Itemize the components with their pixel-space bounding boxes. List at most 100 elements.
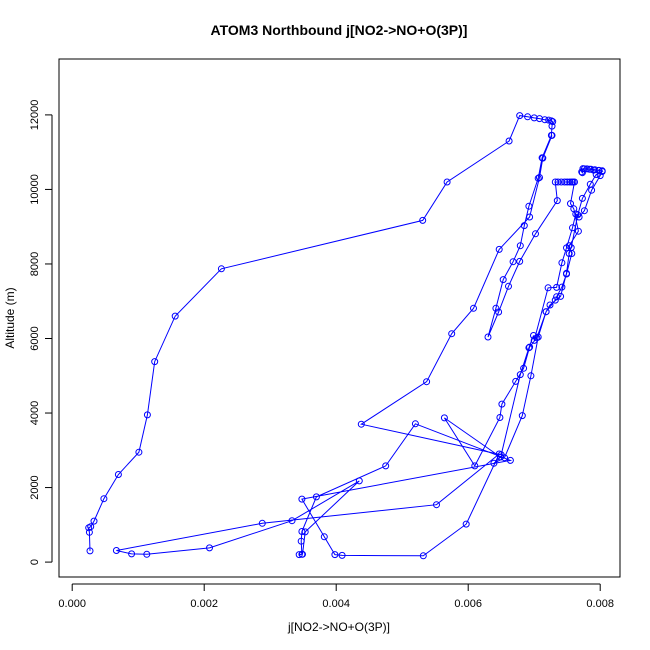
data-point [566, 178, 574, 186]
data-point [590, 166, 598, 174]
data-point [532, 230, 539, 238]
data-point [578, 169, 586, 177]
data-point [596, 172, 604, 180]
data-point [578, 194, 586, 202]
data-point [518, 412, 526, 420]
data-point [471, 462, 479, 470]
data-point [563, 244, 570, 252]
data-point [462, 520, 470, 528]
data-point [527, 372, 535, 380]
data-point [520, 364, 528, 372]
data-point [423, 378, 431, 386]
data-point [506, 456, 514, 464]
data-point [536, 115, 543, 123]
data-point [419, 216, 427, 224]
data-point [542, 308, 550, 316]
data-point [565, 250, 573, 257]
data-point [561, 178, 569, 186]
data-point [553, 197, 561, 205]
data-point [524, 113, 532, 121]
x-tick-label: 0.008 [586, 598, 614, 610]
data-point [553, 283, 561, 291]
data-point [505, 282, 512, 290]
x-axis: 0.000 0.002 0.004 0.006 0.008 [58, 583, 614, 610]
data-point [206, 544, 213, 552]
data-point [498, 400, 506, 408]
data-point [516, 242, 524, 250]
data-point [526, 213, 534, 221]
x-tick-label: 0.000 [58, 598, 86, 610]
data-point [495, 308, 503, 316]
data-point [574, 227, 582, 235]
y-tick-label: 6000 [29, 326, 41, 350]
data-point [530, 332, 537, 339]
data-point [258, 519, 266, 527]
data-point [580, 165, 588, 173]
y-axis-label: Altitude (m) [3, 287, 17, 348]
series-line [116, 423, 513, 557]
data-point [135, 448, 143, 456]
data-point [588, 186, 596, 194]
data-point [516, 112, 524, 120]
data-point [551, 296, 559, 304]
data-point [553, 293, 561, 301]
data-point [539, 154, 547, 162]
data-point [580, 207, 588, 215]
series [85, 112, 606, 555]
data-point [516, 371, 524, 379]
y-axis: 0 2000 4000 6000 8000 10000 12000 [29, 100, 53, 565]
series-layer [85, 112, 606, 560]
data-point [448, 330, 456, 338]
y-tick-label: 2000 [29, 475, 41, 499]
data-point [470, 304, 477, 312]
data-point [288, 517, 296, 525]
y-tick-label: 12000 [29, 100, 41, 131]
data-point [143, 411, 151, 419]
data-point [512, 377, 520, 385]
data-point [100, 495, 108, 503]
data-point [90, 517, 98, 525]
series [112, 420, 514, 560]
data-point [563, 269, 570, 277]
data-point [299, 550, 306, 558]
data-point [549, 118, 557, 126]
data-point [525, 344, 533, 352]
data-point [114, 471, 122, 478]
data-point [567, 200, 574, 208]
data-point [419, 552, 427, 560]
data-point [558, 259, 566, 267]
data-point [484, 333, 492, 341]
x-tick-label: 0.004 [322, 598, 350, 610]
data-point [112, 547, 120, 554]
data-point [505, 137, 513, 145]
y-tick-label: 4000 [29, 401, 41, 425]
data-point [298, 495, 306, 503]
x-axis-label: j[NO2->NO+O(3P)] [287, 620, 390, 634]
data-point [557, 292, 565, 300]
data-point [586, 165, 594, 173]
data-point [86, 547, 94, 555]
data-point [530, 336, 538, 344]
data-point [571, 178, 578, 186]
data-point [541, 116, 549, 124]
y-tick-label: 10000 [29, 174, 41, 205]
data-point [217, 265, 225, 273]
data-point [295, 551, 303, 559]
data-point [382, 462, 390, 470]
data-point [411, 420, 419, 428]
data-point [548, 131, 556, 139]
data-point [338, 551, 346, 559]
data-point [87, 523, 95, 531]
data-point [495, 450, 503, 458]
data-point [331, 551, 339, 559]
data-point [143, 550, 151, 558]
data-point [544, 284, 552, 292]
data-point [355, 477, 363, 485]
data-point [495, 245, 503, 253]
data-point [320, 533, 328, 541]
data-point [520, 222, 528, 230]
data-point [312, 493, 320, 501]
data-point [171, 312, 179, 320]
x-tick-label: 0.002 [190, 598, 218, 610]
